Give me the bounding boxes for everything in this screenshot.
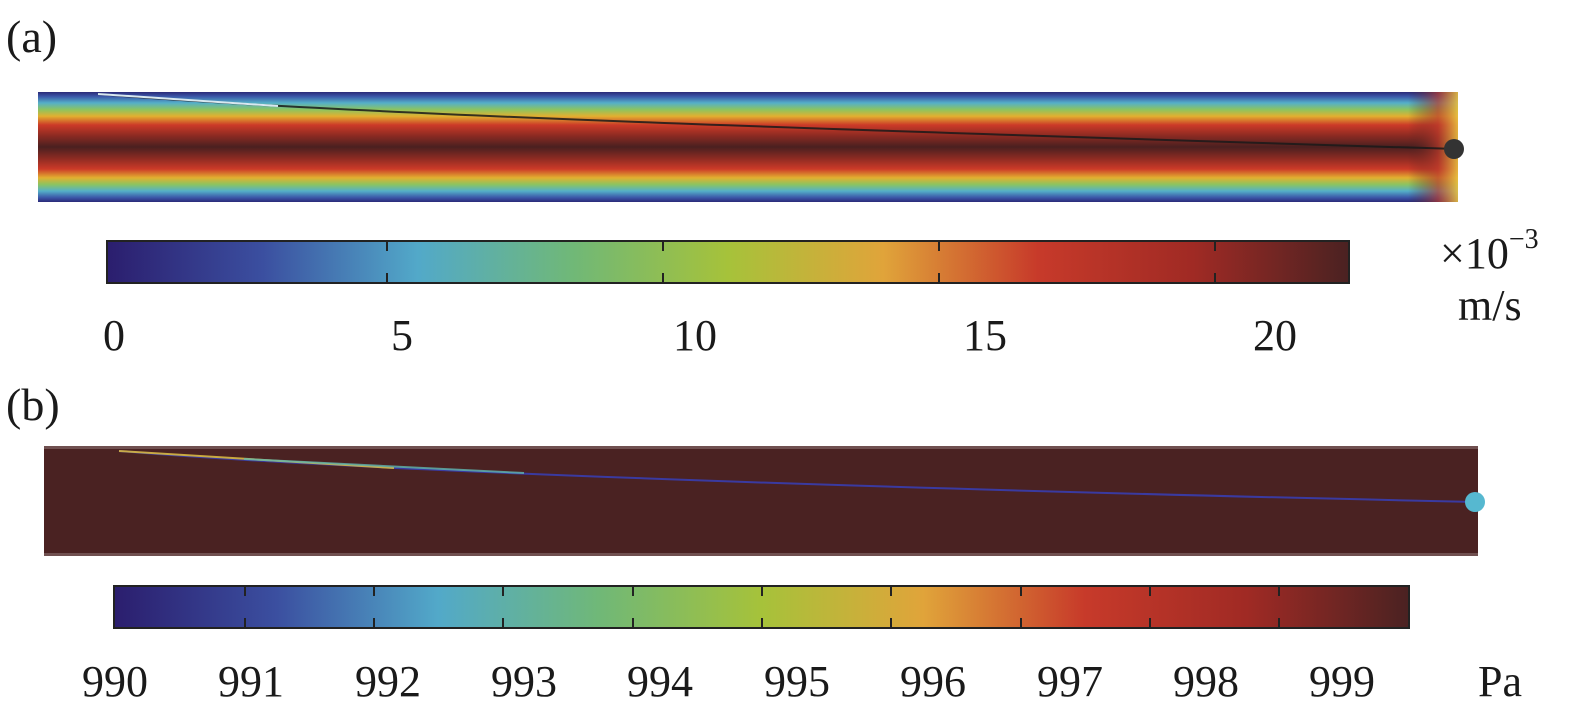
velocity-unit-multiplier: ×10−3 [1440,224,1539,278]
pressure-tick-994: 994 [627,657,693,706]
trajectory-line-b [118,450,1477,503]
pressure-tick-995: 995 [764,657,830,706]
pressure-tick-997: 997 [1037,657,1103,706]
velocity-colorbar [106,240,1350,284]
velocity-tick-0: 0 [103,311,125,360]
pressure-tick-992: 992 [355,657,421,706]
pressure-tick-996: 996 [900,657,966,706]
particle-marker-b [1465,492,1485,512]
velocity-field [38,92,1458,202]
pressure-tick-990: 990 [82,657,148,706]
pressure-unit: Pa [1478,657,1522,706]
velocity-tick-20: 20 [1253,311,1297,360]
pressure-tick-991: 991 [218,657,284,706]
pressure-tick-999: 999 [1309,657,1375,706]
trajectory-start [97,93,279,107]
velocity-tick-15: 15 [963,311,1007,360]
velocity-unit: m/s [1458,281,1522,330]
pressure-field-plot [44,446,1478,556]
panel-a-label: (a) [6,11,58,62]
velocity-tick-5: 5 [391,311,413,360]
pressure-tick-993: 993 [491,657,557,706]
pressure-field [44,446,1478,556]
velocity-field-plot [38,92,1458,202]
velocity-colorbar-gradient [108,242,1348,282]
panel-b-label: (b) [6,379,60,430]
velocity-tick-10: 10 [673,311,717,360]
particle-marker [1444,139,1464,159]
pressure-colorbar [113,585,1410,629]
pressure-tick-998: 998 [1173,657,1239,706]
